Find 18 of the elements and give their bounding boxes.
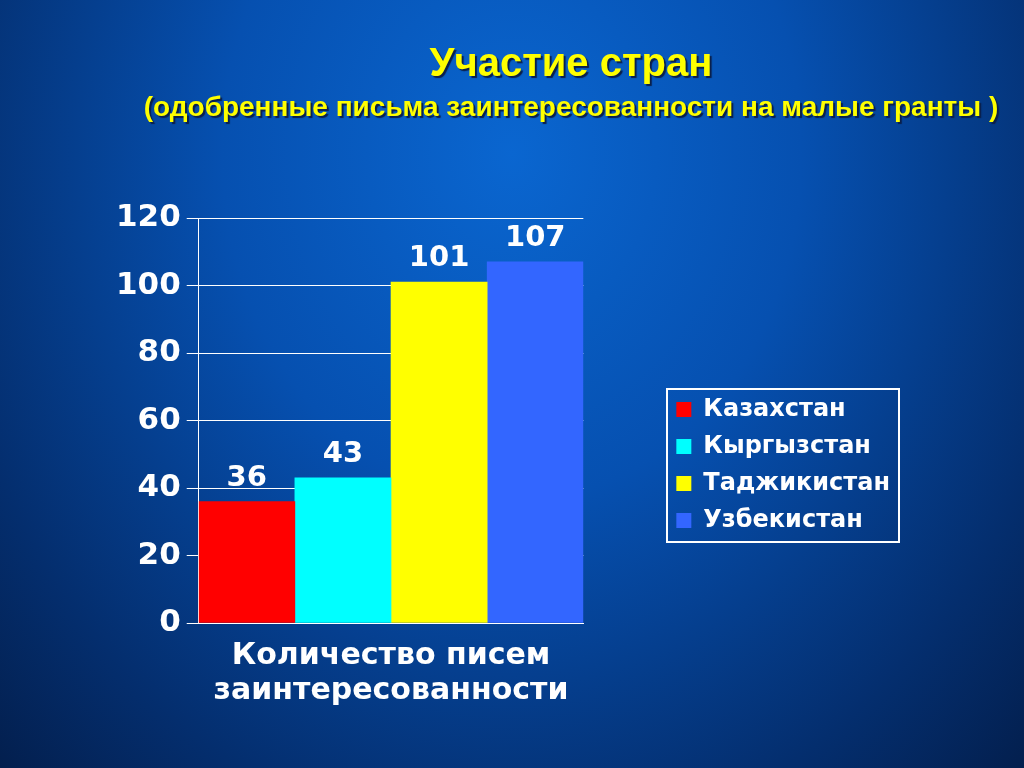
data-label: 101 [408,239,470,274]
data-label: 107 [504,218,566,253]
data-label: 43 [322,434,364,469]
y-tick-label: 120 [115,197,181,234]
legend-label: Узбекистан [703,504,863,533]
legend-label: Кыргызстан [703,430,871,459]
y-tick-label: 20 [137,534,181,571]
chart-title: Участие стран [428,39,714,86]
chart-subtitle: (одобренные письма заинтересованности на малые гранты ) [142,90,1000,124]
legend-label: Таджикистан [703,467,890,496]
y-tick-label: 100 [115,264,181,301]
y-tick-label: 60 [137,399,181,436]
y-tick-label: 40 [137,467,181,504]
y-tick-label: 0 [159,602,181,639]
x-axis-title: Количество писем заинтересованности [213,636,569,706]
legend-label: Казахстан [703,393,846,422]
y-tick-label: 80 [137,332,181,369]
data-label: 36 [226,458,267,493]
